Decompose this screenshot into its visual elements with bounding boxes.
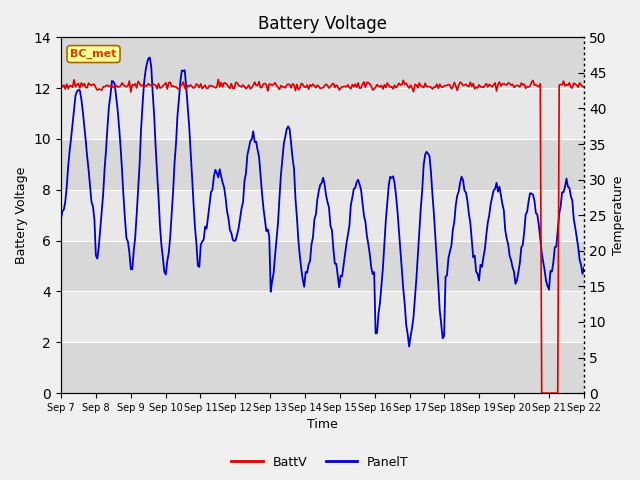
X-axis label: Time: Time (307, 419, 338, 432)
Bar (61, 240, 584, 291)
Bar (61, 88, 584, 139)
Bar (61, 190, 584, 240)
Bar (61, 139, 584, 190)
Bar (61, 291, 584, 342)
Y-axis label: Battery Voltage: Battery Voltage (15, 167, 28, 264)
Bar (61, 37, 584, 88)
Legend: BattV, PanelT: BattV, PanelT (227, 451, 413, 474)
Bar (61, 342, 584, 393)
Text: BC_met: BC_met (70, 49, 116, 59)
Y-axis label: Temperature: Temperature (612, 176, 625, 255)
Title: Battery Voltage: Battery Voltage (258, 15, 387, 33)
